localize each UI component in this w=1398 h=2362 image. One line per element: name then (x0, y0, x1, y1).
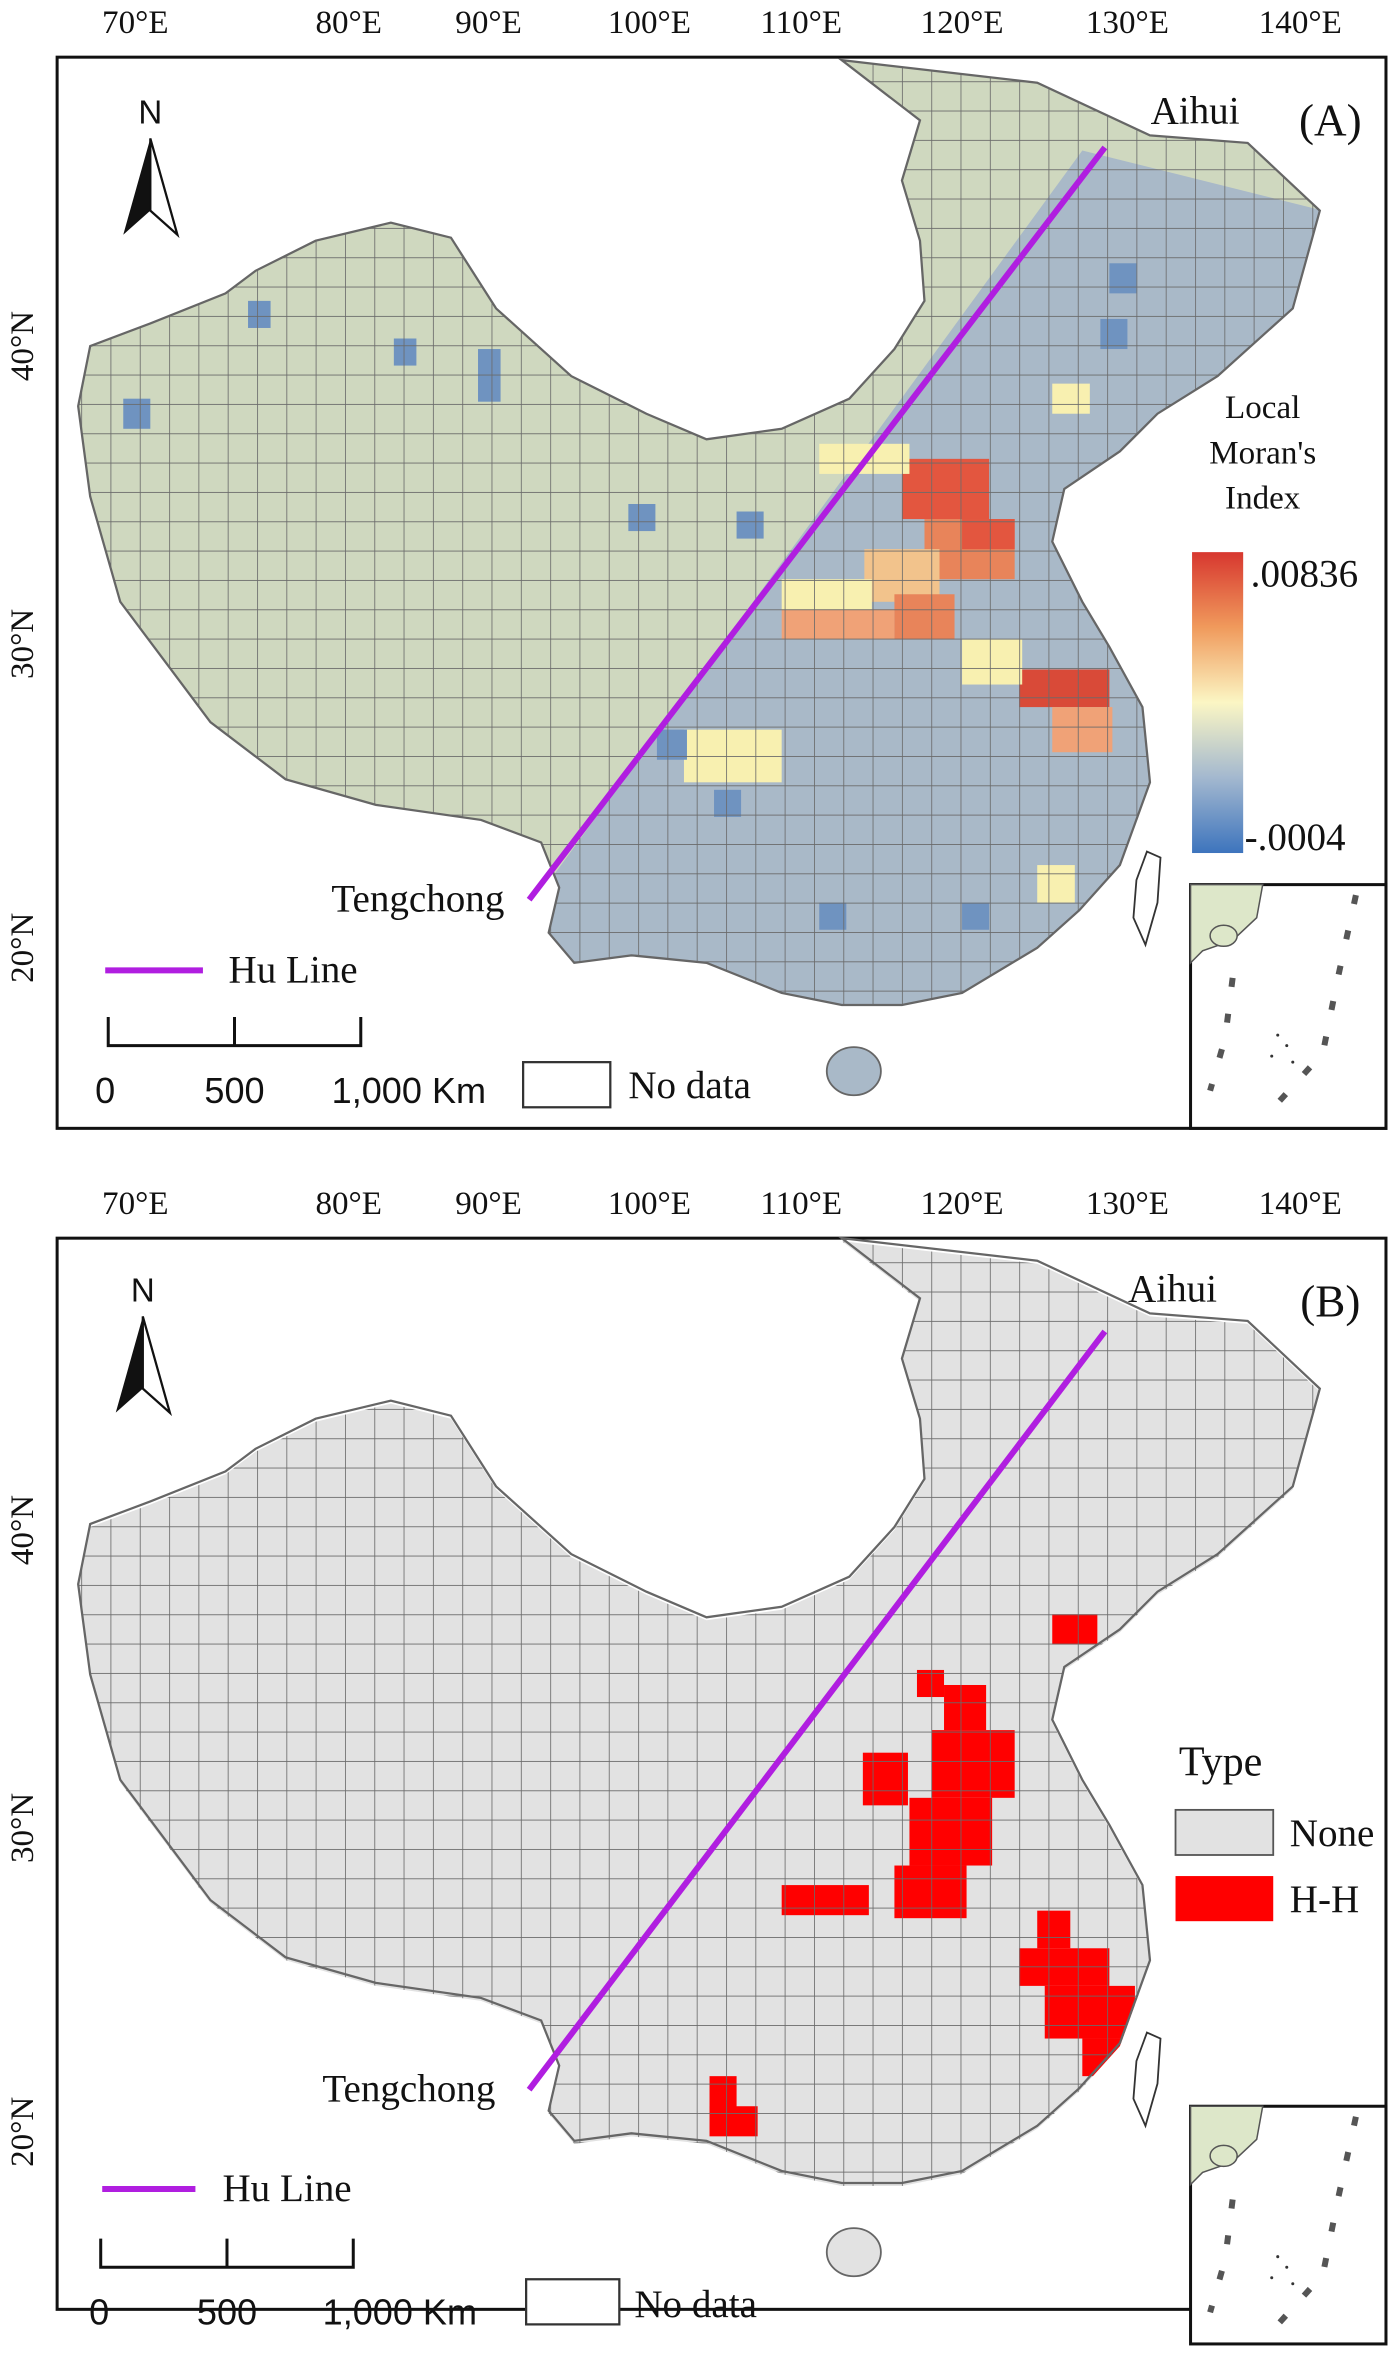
lon-tick-110: 110°E (760, 5, 842, 41)
lon-tick-70: 70°E (102, 1186, 168, 1222)
lon-tick-90: 90°E (455, 5, 521, 41)
panel-a: 70°E 80°E 90°E 100°E 110°E 120°E 130°E 1… (5, 5, 1388, 1130)
aihui-label: Aihui (1151, 89, 1240, 132)
taiwan-island (1132, 2031, 1162, 2129)
lon-tick-120: 120°E (921, 5, 1004, 41)
lat-tick-40: 40°N (5, 311, 41, 381)
panel-a-map: 70°E 80°E 90°E 100°E 110°E 120°E 130°E 1… (5, 5, 1388, 1130)
lon-tick-70: 70°E (102, 5, 168, 41)
lat-tick-20: 20°N (5, 913, 41, 983)
hainan-island (825, 2227, 882, 2278)
north-arrow-icon: N (115, 1272, 172, 1417)
aihui-label: Aihui (1128, 1267, 1217, 1310)
scale-bar: 0 500 1,000 Km (95, 1017, 486, 1111)
hu-line-legend-label: Hu Line (228, 948, 357, 991)
hu-line (526, 1329, 1108, 2092)
lon-ticks: 70°E 80°E 90°E 100°E 110°E 120°E 130°E 1… (102, 1186, 1342, 1222)
scale-bar: 0 500 1,000 Km (89, 2238, 477, 2332)
hu-line (526, 145, 1108, 902)
lat-tick-30: 30°N (5, 609, 41, 679)
hu-line-legend-label: Hu Line (222, 2167, 351, 2210)
lon-tick-100: 100°E (608, 1186, 691, 1222)
lat-tick-30: 30°N (5, 1793, 41, 1863)
lon-tick-100: 100°E (608, 5, 691, 41)
legend-high-value: .00836 (1251, 553, 1358, 596)
no-data-label: No data (634, 2283, 757, 2326)
panel-label: (B) (1300, 1276, 1360, 1326)
lon-tick-120: 120°E (921, 1186, 1004, 1222)
lat-tick-20: 20°N (5, 2097, 41, 2167)
south-china-sea-inset (1189, 2104, 1388, 2346)
lon-tick-130: 130°E (1086, 5, 1169, 41)
legend-color-ramp (1192, 552, 1244, 854)
lon-tick-90: 90°E (455, 1186, 521, 1222)
no-data-swatch (521, 1061, 612, 1109)
legend-title: Type (1179, 1738, 1263, 1785)
scale-label-1000: 1,000 Km (323, 2291, 477, 2332)
panel-b-map: 70°E 80°E 90°E 100°E 110°E 120°E 130°E 1… (5, 1186, 1388, 2346)
scale-label-500: 500 (204, 1070, 264, 1111)
legend-low-value: -.0004 (1245, 816, 1346, 859)
china-outline (77, 58, 1322, 1007)
tengchong-label: Tengchong (322, 2068, 495, 2111)
scale-label-500: 500 (197, 2291, 257, 2332)
taiwan-island (1132, 850, 1162, 948)
moran-legend: Local Moran's Index .00836 -.0004 (1192, 390, 1358, 859)
scale-label-0: 0 (89, 2291, 109, 2332)
hainan-island (825, 1046, 882, 1097)
panel-label: (A) (1299, 95, 1362, 145)
legend-label-none: None (1290, 1812, 1375, 1855)
legend-title-line-1: Local (1225, 390, 1300, 426)
lon-tick-140: 140°E (1259, 1186, 1342, 1222)
lon-ticks: 70°E 80°E 90°E 100°E 110°E 120°E 130°E 1… (102, 5, 1342, 41)
no-data-label: No data (628, 1064, 751, 1107)
scale-label-0: 0 (95, 1070, 115, 1111)
legend-swatch-none (1174, 1808, 1275, 1856)
legend-title-line-2: Moran's (1209, 435, 1316, 471)
legend-title-line-3: Index (1225, 480, 1301, 516)
no-data-swatch (525, 2278, 621, 2326)
south-china-sea-inset (1189, 883, 1388, 1130)
lat-ticks: 40°N 30°N 20°N (5, 311, 41, 983)
lon-tick-140: 140°E (1259, 5, 1342, 41)
lon-tick-130: 130°E (1086, 1186, 1169, 1222)
lon-tick-80: 80°E (316, 1186, 382, 1222)
lon-tick-110: 110°E (760, 1186, 842, 1222)
tengchong-label: Tengchong (331, 878, 504, 921)
legend-swatch-hh (1175, 1876, 1274, 1922)
lat-ticks: 40°N 30°N 20°N (5, 1495, 41, 2167)
type-legend: Type None H-H (1174, 1738, 1375, 1922)
north-label: N (131, 1272, 155, 1309)
china-outline (77, 1236, 1322, 2185)
lon-tick-80: 80°E (316, 5, 382, 41)
north-label: N (138, 94, 162, 131)
legend-label-hh: H-H (1290, 1878, 1359, 1921)
lat-tick-40: 40°N (5, 1495, 41, 1565)
panel-b: 70°E 80°E 90°E 100°E 110°E 120°E 130°E 1… (0, 1181, 1398, 2362)
scale-label-1000: 1,000 Km (332, 1070, 486, 1111)
